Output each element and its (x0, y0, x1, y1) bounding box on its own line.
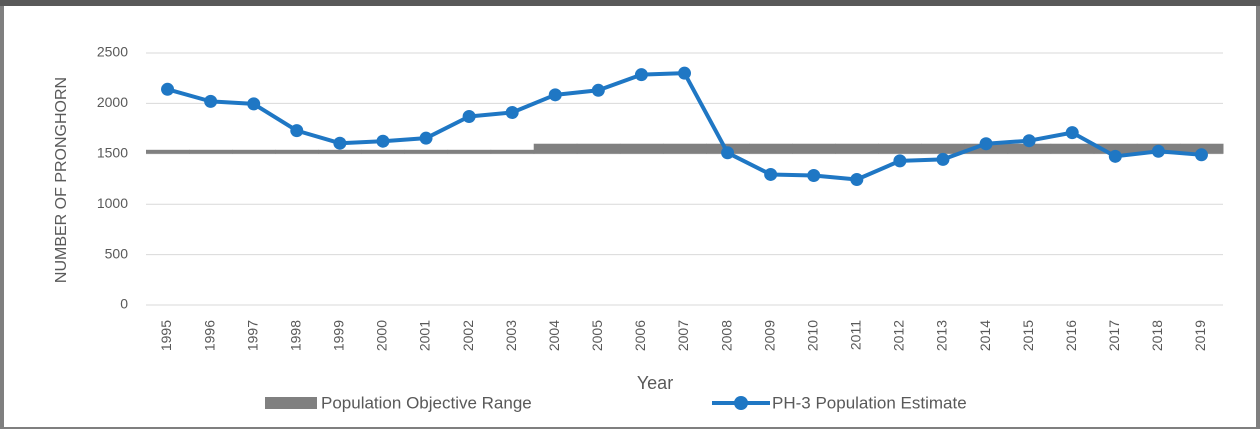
data-point (548, 88, 562, 102)
objective-range (1093, 143, 1138, 154)
y-tick-label: 1500 (97, 145, 128, 161)
x-tick-label: 1999 (331, 320, 347, 351)
x-tick-label: 2000 (374, 320, 390, 351)
x-tick-label: 2004 (546, 320, 562, 351)
x-tick-label: 2016 (1063, 320, 1079, 351)
data-point (419, 131, 433, 145)
data-point (850, 173, 864, 187)
objective-range (1050, 143, 1095, 154)
y-tick-label: 2500 (97, 44, 128, 60)
data-point (1194, 148, 1208, 162)
data-point (936, 152, 950, 166)
objective-range (792, 143, 836, 154)
x-tick-label: 2005 (589, 320, 605, 351)
x-tick-label: 2015 (1020, 320, 1036, 351)
x-tick-label: 1997 (244, 320, 260, 351)
data-point (333, 136, 347, 150)
legend-label: Population Objective Range (321, 393, 532, 412)
frame-top (0, 0, 1260, 6)
data-point (462, 110, 476, 124)
objective-range (490, 149, 535, 154)
data-point (1151, 144, 1165, 158)
objective-range (1007, 143, 1052, 154)
data-line (166, 71, 1202, 182)
objective-range (232, 149, 276, 154)
x-axis-title: Year (637, 373, 673, 393)
x-tick-label: 2017 (1106, 320, 1122, 351)
x-tick-label: 2012 (891, 320, 907, 351)
data-point (678, 66, 691, 80)
data-point (721, 146, 735, 160)
legend-swatch (265, 397, 317, 409)
objective-range (921, 143, 966, 154)
objective-range (619, 143, 664, 154)
data-point (1065, 126, 1079, 140)
objective-range (835, 143, 879, 154)
data-point (807, 168, 821, 182)
data-point (505, 105, 519, 119)
y-tick-label: 1000 (97, 195, 128, 211)
objective-range (189, 149, 233, 154)
x-tick-label: 2010 (804, 320, 820, 351)
y-tick-label: 2000 (97, 94, 128, 110)
objective-range (318, 149, 362, 154)
data-point (591, 83, 605, 97)
x-tick-label: 2002 (460, 320, 476, 351)
data-point (161, 82, 175, 96)
objective-range (404, 149, 449, 154)
y-tick-label: 500 (105, 245, 129, 261)
objective-range (275, 149, 319, 154)
objective-range (878, 143, 922, 154)
data-point (764, 167, 778, 181)
data-point (979, 137, 993, 151)
x-tick-label: 2018 (1149, 320, 1165, 351)
x-tick-label: 2014 (977, 320, 993, 351)
x-tick-label: 2003 (503, 320, 519, 351)
objective-range (749, 143, 793, 154)
x-tick-label: 2019 (1192, 320, 1208, 351)
legend-marker (734, 396, 748, 410)
x-tick-label: 2006 (632, 320, 648, 351)
data-point (893, 154, 907, 168)
x-tick-label: 2001 (417, 320, 433, 351)
x-tick-label: 2013 (934, 320, 950, 351)
x-tick-label: 1998 (287, 320, 303, 351)
x-tick-label: 1996 (201, 320, 217, 351)
objective-range (447, 149, 492, 154)
data-point (634, 68, 648, 82)
data-point (1022, 134, 1036, 148)
data-point (1108, 149, 1122, 163)
objective-range (576, 143, 621, 154)
x-tick-label: 2008 (718, 320, 734, 351)
x-tick-label: 2011 (848, 320, 864, 350)
y-tick-label: 0 (120, 296, 128, 312)
x-tick-label: 2007 (675, 320, 691, 351)
legend-label: PH-3 Population Estimate (772, 393, 967, 412)
data-point (247, 97, 261, 111)
data-point (204, 94, 218, 108)
x-tick-label: 1995 (158, 320, 174, 351)
x-tick-label: 2009 (761, 320, 777, 351)
objective-range (662, 143, 707, 154)
y-axis-title: NUMBER OF PRONGHORN (53, 77, 70, 283)
objective-range (146, 149, 190, 154)
objective-range (361, 149, 405, 154)
data-point (376, 134, 390, 148)
objective-range (533, 143, 578, 154)
data-point (290, 124, 304, 138)
